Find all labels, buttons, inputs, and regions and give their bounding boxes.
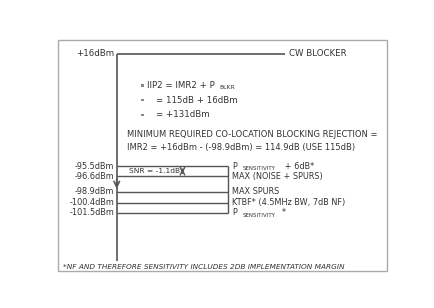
Text: *: * — [281, 209, 285, 217]
Text: = 115dB + 16dBm: = 115dB + 16dBm — [155, 96, 237, 105]
Text: -95.5dBm: -95.5dBm — [75, 162, 114, 171]
Bar — [141, 84, 144, 87]
Text: BLKR: BLKR — [219, 85, 235, 90]
Text: + 6dB*: + 6dB* — [281, 162, 313, 171]
Bar — [141, 99, 144, 101]
Text: IMR2 = +16dBm - (-98.9dBm) = 114.9dB (USE 115dB): IMR2 = +16dBm - (-98.9dBm) = 114.9dB (US… — [127, 143, 354, 152]
Text: +16dBm: +16dBm — [76, 49, 114, 58]
Text: = +131dBm: = +131dBm — [155, 111, 209, 120]
Text: MAX (NOISE + SPURS): MAX (NOISE + SPURS) — [231, 172, 322, 181]
Text: SENSITIVITY: SENSITIVITY — [242, 213, 274, 217]
Text: SENSITIVITY: SENSITIVITY — [242, 166, 274, 171]
Text: KTBF* (4.5MHz BW, 7dB NF): KTBF* (4.5MHz BW, 7dB NF) — [231, 198, 345, 208]
Text: *NF AND THEREFORE SENSITIVITY INCLUDES 2DB IMPLEMENTATION MARGIN: *NF AND THEREFORE SENSITIVITY INCLUDES 2… — [62, 264, 344, 270]
Text: -96.6dBm: -96.6dBm — [74, 172, 114, 181]
Bar — [141, 114, 144, 116]
FancyBboxPatch shape — [58, 40, 387, 271]
Text: -101.5dBm: -101.5dBm — [69, 209, 114, 217]
Text: MINIMUM REQUIRED CO-LOCATION BLOCKING REJECTION =: MINIMUM REQUIRED CO-LOCATION BLOCKING RE… — [127, 130, 376, 139]
Text: MAX SPURS: MAX SPURS — [231, 187, 279, 196]
Text: -98.9dBm: -98.9dBm — [75, 187, 114, 196]
Text: P: P — [231, 162, 236, 171]
Text: P: P — [231, 209, 236, 217]
Text: CW BLOCKER: CW BLOCKER — [288, 49, 345, 58]
Text: SNR = -1.1dB: SNR = -1.1dB — [128, 168, 179, 174]
Text: -100.4dBm: -100.4dBm — [69, 198, 114, 208]
Text: IIP2 = IMR2 + P: IIP2 = IMR2 + P — [147, 81, 214, 90]
